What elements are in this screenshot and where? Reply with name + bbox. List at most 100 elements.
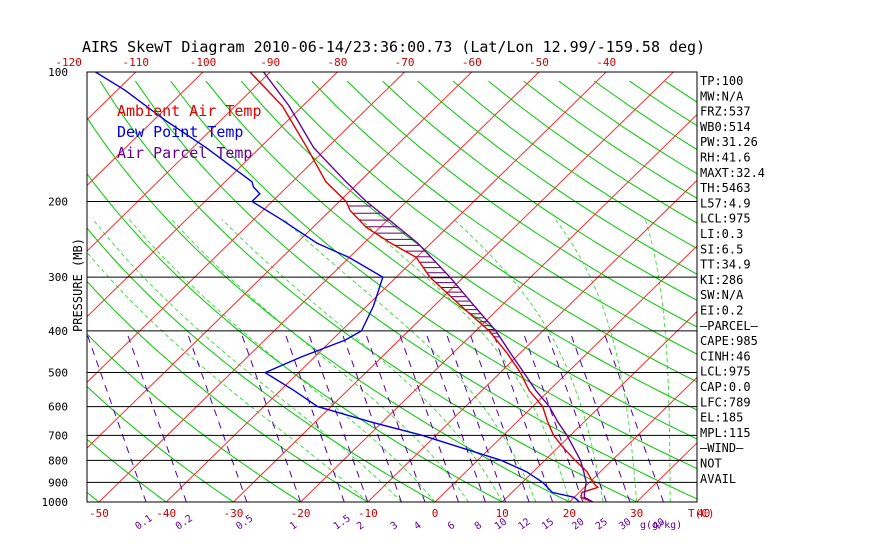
index-label: NOT bbox=[700, 457, 722, 471]
index-label: CAPE:985 bbox=[700, 334, 758, 348]
isotherm-line bbox=[501, 310, 697, 502]
dry-adiabat-line bbox=[87, 280, 369, 502]
moist-adiabat-line bbox=[87, 251, 369, 502]
dry-adiabat-line bbox=[87, 438, 168, 502]
isotherm-line bbox=[0, 62, 11, 511]
mixing-ratio-line bbox=[444, 330, 507, 502]
index-label: LFC:789 bbox=[700, 395, 751, 409]
legend-entry: Air Parcel Temp bbox=[117, 144, 252, 162]
mixing-ratio-line bbox=[602, 330, 664, 502]
index-label: SI:6.5 bbox=[700, 242, 743, 256]
isotherm-line bbox=[87, 72, 406, 384]
temp-tick-top: -50 bbox=[529, 56, 549, 69]
mixing-ratio-tick: 1 bbox=[288, 520, 299, 532]
index-label: L57:4.9 bbox=[700, 196, 751, 210]
isotherm-line bbox=[0, 62, 78, 511]
index-label: EL:185 bbox=[700, 411, 743, 425]
pressure-tick-label: 800 bbox=[48, 454, 68, 467]
pressure-tick-label: 700 bbox=[48, 429, 68, 442]
sounding-series bbox=[95, 72, 599, 502]
mixing-ratio-tick: 4 bbox=[412, 520, 423, 532]
mixing-ratio-line bbox=[468, 330, 530, 502]
mixing-ratio-line bbox=[397, 330, 459, 502]
mixing-ratio-tick: 0.1 bbox=[133, 513, 154, 532]
mixing-ratio-line bbox=[186, 330, 248, 502]
temp-tick-top: -110 bbox=[123, 56, 150, 69]
mixing-ratio-tick: 25 bbox=[594, 517, 610, 533]
temp-tick-bottom: -50 bbox=[89, 507, 109, 520]
grid-layer bbox=[0, 62, 697, 511]
temp-tick-bottom: 20 bbox=[563, 507, 576, 520]
legend-entry: Dew Point Temp bbox=[117, 123, 243, 141]
moist-adiabat-line bbox=[92, 218, 402, 502]
pressure-tick-label: 200 bbox=[48, 195, 68, 208]
pressure-tick-label: 400 bbox=[48, 325, 68, 338]
dry-adiabat-line bbox=[311, 80, 697, 355]
mixing-ratio-line bbox=[424, 330, 486, 502]
plot-frame bbox=[86, 71, 698, 503]
dry-adiabat-line bbox=[99, 80, 638, 502]
mixing-ratio-line bbox=[125, 330, 187, 502]
temp-tick-top: -70 bbox=[395, 56, 415, 69]
dry-adiabats bbox=[87, 80, 697, 502]
index-label: KI:286 bbox=[700, 273, 743, 287]
dry-adiabat-line bbox=[382, 80, 697, 301]
legend-entry: Ambient Air Temp bbox=[117, 102, 262, 120]
series-line bbox=[95, 72, 580, 502]
mixing-ratio-lines bbox=[87, 330, 664, 502]
mixing-ratio-tick: 0.2 bbox=[174, 513, 195, 532]
temp-tick-bottom: -10 bbox=[358, 507, 378, 520]
dry-adiabat-line bbox=[240, 80, 697, 411]
pressure-tick-label: 100 bbox=[48, 66, 68, 79]
isotherm-line bbox=[232, 72, 675, 502]
mixing-ratio-tick: 15 bbox=[540, 517, 556, 533]
isotherm-line bbox=[87, 72, 271, 252]
temp-tick-bottom: -40 bbox=[156, 507, 176, 520]
temp-tick-bottom: 30 bbox=[630, 507, 643, 520]
moist-adiabat-line bbox=[128, 218, 436, 502]
mixing-ratio-line bbox=[569, 330, 631, 502]
isotherm-line bbox=[434, 245, 697, 502]
pressure-tick-label: 300 bbox=[48, 271, 68, 284]
dry-adiabat-line bbox=[87, 333, 302, 502]
mixing-ratio-tick: 12 bbox=[516, 517, 532, 533]
mixing-ratio-line bbox=[545, 330, 607, 502]
temp-tick-top: -90 bbox=[260, 56, 280, 69]
temp-tick-top: -80 bbox=[327, 56, 347, 69]
y-axis-label: PRESSURE (MB) bbox=[71, 238, 85, 332]
moist-adiabat-line bbox=[283, 218, 537, 502]
isotherms bbox=[0, 62, 697, 511]
dry-adiabat-line bbox=[170, 80, 697, 470]
isotherm-line bbox=[87, 72, 473, 449]
index-label: —PARCEL— bbox=[700, 319, 759, 333]
pressure-tick-label: 600 bbox=[48, 401, 68, 414]
mixing-ratio-line bbox=[522, 330, 584, 502]
pressure-tick-label: 1000 bbox=[42, 496, 69, 509]
moist-adiabat-line bbox=[171, 218, 469, 502]
temp-tick-bottom: 0 bbox=[432, 507, 439, 520]
index-label: —WIND— bbox=[700, 441, 744, 455]
index-label: CAP:0.0 bbox=[700, 380, 751, 394]
index-label: CINH:46 bbox=[700, 349, 751, 363]
mixing-ratio-line bbox=[283, 330, 345, 502]
dry-adiabat-line bbox=[205, 80, 697, 440]
temp-tick-top: -120 bbox=[55, 56, 82, 69]
index-label: AVAIL bbox=[700, 472, 736, 486]
pressure-tick-label: 500 bbox=[48, 367, 68, 380]
index-label: SW:N/A bbox=[700, 288, 744, 302]
index-label: TH:5463 bbox=[700, 181, 751, 195]
index-label: LCL:975 bbox=[700, 365, 751, 379]
mixing-ratio-tick: 8 bbox=[473, 520, 484, 532]
temp-tick-top: -60 bbox=[462, 56, 482, 69]
index-label: EI:0.2 bbox=[700, 304, 743, 318]
temp-tick-bottom: -20 bbox=[291, 507, 311, 520]
dry-adiabat-line bbox=[664, 80, 697, 103]
index-label: WB0:514 bbox=[700, 120, 751, 134]
moist-adiabat-line bbox=[453, 218, 604, 502]
index-label: MAXT:32.4 bbox=[700, 166, 765, 180]
mixing-ratio-tick: 2 bbox=[355, 520, 366, 532]
x-axis-label: T(C) bbox=[688, 507, 715, 520]
dry-adiabat-line bbox=[346, 80, 697, 328]
